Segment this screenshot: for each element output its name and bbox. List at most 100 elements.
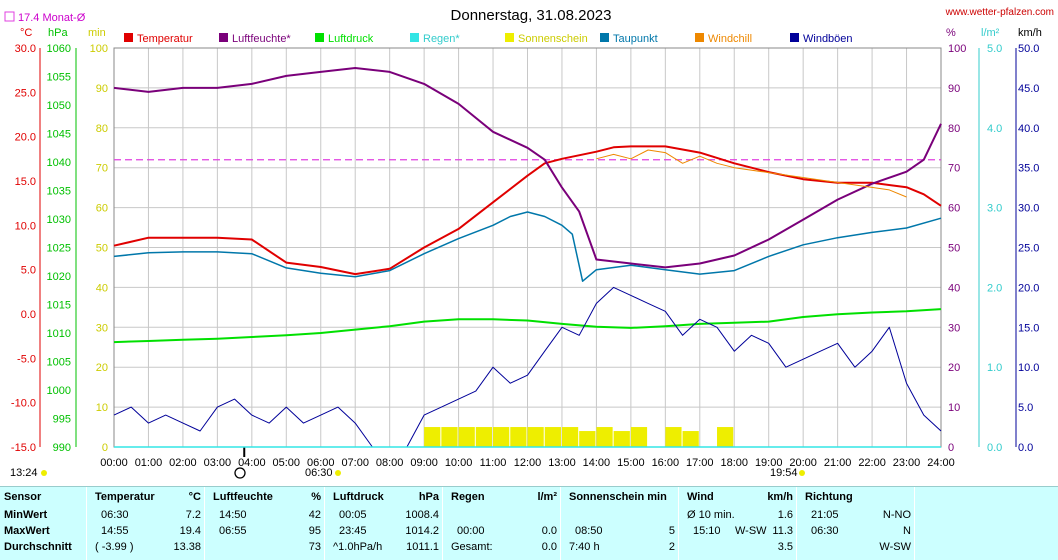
- daylength-label: 13:24: [10, 467, 38, 479]
- x-tick: 05:00: [273, 457, 301, 469]
- legend-label: Windböen: [803, 33, 853, 45]
- minutes-tick: 20: [96, 362, 108, 374]
- minutes-tick: 90: [96, 83, 108, 95]
- legend-label: Sonnenschein: [518, 33, 588, 45]
- row-avg-label: Durchschnitt: [4, 541, 72, 553]
- source-url[interactable]: www.wetter-pfalzen.com: [945, 7, 1054, 18]
- minutes-tick: 40: [96, 282, 108, 294]
- x-tick: 16:00: [652, 457, 680, 469]
- minutes-tick: 80: [96, 123, 108, 135]
- row-max-label: MaxWert: [4, 525, 50, 537]
- rain-total: 0.0: [541, 541, 557, 553]
- x-tick: 06:00: [307, 457, 335, 469]
- wind-avg: 3.5: [777, 541, 793, 553]
- temp-tick: -10.0: [11, 398, 36, 410]
- x-tick: 09:00: [410, 457, 438, 469]
- chart-title: Donnerstag, 31.08.2023: [451, 7, 612, 24]
- rain-tick: 5.0: [987, 43, 1002, 55]
- minutes-tick: 100: [90, 43, 108, 55]
- row-min-label: MinWert: [4, 509, 48, 521]
- x-tick: 12:00: [514, 457, 542, 469]
- legend-label: Windchill: [708, 33, 752, 45]
- unit-temp: °C: [20, 27, 32, 39]
- wind-tick: 25.0: [1018, 243, 1039, 255]
- minutes-tick: 10: [96, 402, 108, 414]
- rain-max-time: 00:00: [457, 525, 485, 537]
- wind-tick: 15.0: [1018, 322, 1039, 334]
- minutes-tick: 30: [96, 322, 108, 334]
- legend-label: Temperatur: [137, 33, 193, 45]
- sun-header: Sonnenschein min: [569, 491, 667, 503]
- sunrise-label: 06:30: [305, 467, 333, 479]
- pressure-tick: 1025: [47, 243, 71, 255]
- legend-swatch: [695, 33, 704, 42]
- wind-tick: 50.0: [1018, 43, 1039, 55]
- press-min: 1008.4: [405, 509, 439, 521]
- wind-tick: 20.0: [1018, 282, 1039, 294]
- windb-en-line: [113, 286, 942, 448]
- wind-tick: 10.0: [1018, 362, 1039, 374]
- temp-tick: 25.0: [15, 87, 36, 99]
- x-tick: 11:00: [480, 457, 507, 469]
- wind-tick: 0.0: [1018, 442, 1033, 454]
- rain-tick: 4.0: [987, 123, 1002, 135]
- percent-tick: 30: [948, 322, 960, 334]
- sunshine-bar: [717, 427, 734, 447]
- pressure-tick: 1045: [47, 129, 71, 141]
- wind-max-dir: W-SW: [735, 525, 767, 537]
- legend-swatch: [790, 33, 799, 42]
- rain-header: Regen: [451, 491, 485, 503]
- legend-swatch: [315, 33, 324, 42]
- press-max: 1014.2: [405, 525, 439, 537]
- dir-min: N-NO: [882, 509, 911, 521]
- legend-swatch: [219, 33, 228, 42]
- temp-tick: -15.0: [11, 442, 36, 454]
- temp-min-time: 06:30: [101, 509, 129, 521]
- press-avg-note: ^1.0hPa/h: [333, 541, 383, 553]
- press-header: Luftdruck: [333, 491, 384, 503]
- luftdruck-line: [113, 308, 942, 344]
- sunshine-bar: [475, 427, 493, 447]
- col-wind: Wind km/h Ø 10 min. 1.6 15:10 W-SW 11.3 3.5: [678, 487, 797, 560]
- sunshine-bar: [665, 427, 682, 447]
- col-sonne: Sonnenschein min 08:50 5 7:40 h 2: [560, 487, 679, 560]
- legend-swatch: [410, 33, 419, 42]
- legend-label: Luftfeuchte*: [232, 33, 291, 45]
- windchill-line: [596, 149, 907, 198]
- dir-min-time: 21:05: [811, 509, 839, 521]
- wind-max: 11.3: [772, 525, 793, 537]
- temp-max: 19.4: [179, 525, 201, 537]
- legend-label: Taupunkt: [613, 33, 658, 45]
- weather-chart: Donnerstag, 31.08.2023 www.wetter-pfalze…: [4, 7, 1054, 479]
- pressure-tick: 995: [53, 414, 71, 426]
- temp-tick: 0.0: [21, 309, 36, 321]
- x-tick: 22:00: [858, 457, 886, 469]
- sensor-header: Sensor: [4, 491, 42, 503]
- pressure-tick: 1055: [47, 72, 71, 84]
- chart-legend: Temperatur Luftfeuchte* Luftdruck Regen* Son…: [124, 33, 853, 45]
- sunshine-bar: [424, 427, 441, 447]
- sunshine-bar: [596, 427, 613, 447]
- wind-header: Wind: [687, 491, 714, 503]
- sunshine-bar: [527, 427, 544, 447]
- dir-header: Richtung: [805, 491, 853, 503]
- sunset-icon: [799, 470, 805, 476]
- sun-max-time: 08:50: [575, 525, 603, 537]
- x-tick: 19:00: [755, 457, 783, 469]
- x-tick: 02:00: [169, 457, 197, 469]
- rain-avg-label: Gesamt:: [451, 541, 493, 553]
- temp-avg-note: ( -3.99 ): [95, 541, 134, 553]
- temp-max-time: 14:55: [101, 525, 129, 537]
- percent-tick: 100: [948, 43, 966, 55]
- percent-tick: 70: [948, 163, 960, 175]
- x-tick: 10:00: [445, 457, 473, 469]
- temp-tick: 5.0: [21, 265, 36, 277]
- col-luftdruck: Luftdruck hPa 00:05 1008.4 23:45 1014.2 ^1.…: [324, 487, 443, 560]
- sun-max: 5: [668, 525, 675, 537]
- unit-percent: %: [946, 27, 956, 39]
- x-tick: 08:00: [376, 457, 404, 469]
- rain-tick: 3.0: [987, 203, 1002, 215]
- wind-tick: 5.0: [1018, 402, 1033, 414]
- col-regen: Regen l/m² 00:00 0.0 Gesamt: 0.0: [442, 487, 561, 560]
- col-temperatur: Temperatur °C 06:30 7.2 14:55 19.4 ( -3.99 …: [86, 487, 205, 560]
